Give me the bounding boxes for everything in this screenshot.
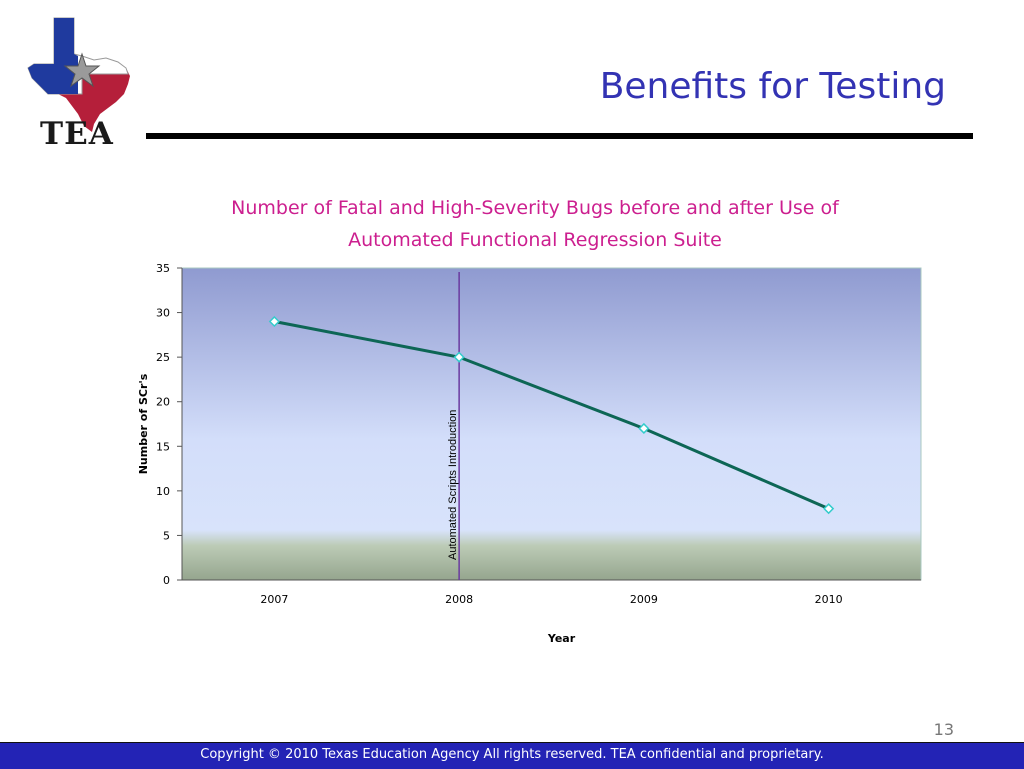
footer: Copyright © 2010 Texas Education Agency … (0, 742, 1024, 769)
series-line (274, 320, 830, 511)
y-tick-label: 0 (163, 574, 170, 587)
x-axis-title: Year (547, 632, 576, 645)
texas-map-logo (27, 17, 130, 132)
annotation-label: Automated Scripts Introduction (447, 410, 459, 560)
data-point (823, 503, 835, 515)
x-tick-label: 2010 (815, 593, 843, 606)
plot-area (181, 267, 922, 581)
x-tick-label: 2008 (445, 593, 473, 606)
y-tick-label: 20 (156, 396, 170, 409)
y-tick-label: 25 (156, 351, 170, 364)
chart-title-line-1: Number of Fatal and High-Severity Bugs b… (231, 197, 839, 219)
y-tick-label: 10 (156, 485, 170, 498)
star-icon (63, 52, 101, 88)
y-tick-label: 15 (156, 440, 170, 453)
data-point (453, 351, 465, 363)
x-tick-label: 2007 (260, 593, 288, 606)
y-tick-label: 5 (163, 529, 170, 542)
y-axis-title: Number of SCr's (137, 373, 150, 474)
logo-text: TEA (40, 116, 114, 152)
data-point (638, 422, 650, 435)
line-chart: 0 5 10 15 20 25 30 35 2007 2008 2009 2010 Automated … (137, 262, 922, 645)
page-number: 13 (933, 720, 954, 739)
chart-title-line-2: Automated Functional Regression Suite (348, 229, 722, 251)
x-tick-label: 2009 (630, 593, 658, 606)
chart-title: Number of Fatal and High-Severity Bugs b… (150, 192, 920, 256)
slide-title: Benefits for Testing (599, 66, 946, 107)
y-tick-label: 30 (156, 307, 170, 320)
y-tick-label: 35 (156, 262, 170, 275)
data-point (268, 315, 280, 328)
title-divider (146, 133, 973, 139)
